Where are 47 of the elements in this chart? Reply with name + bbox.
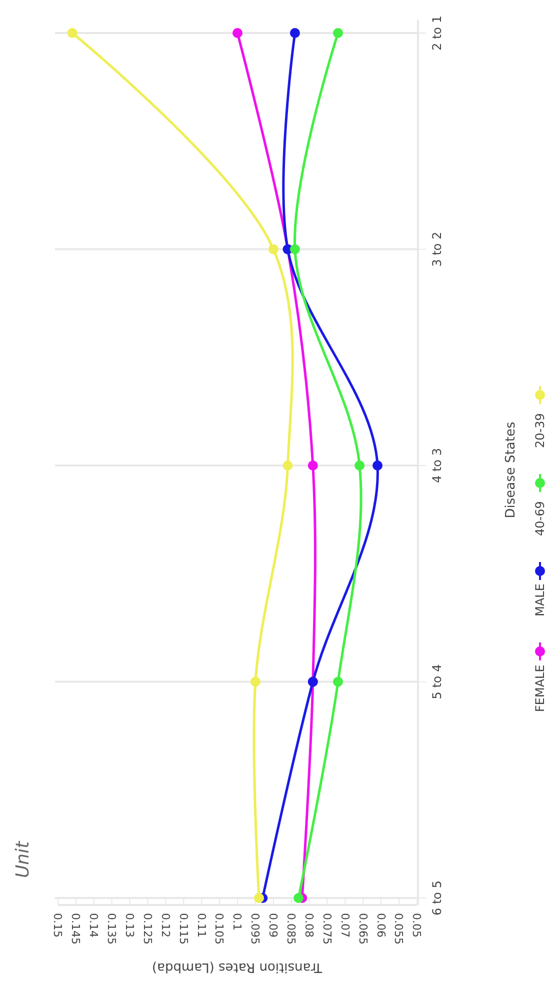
point — [308, 460, 318, 470]
x-tick-label: 0.07 — [338, 913, 352, 938]
x-tick-label: 0.125 — [140, 913, 154, 944]
x-tick-label: 0.145 — [69, 913, 82, 944]
x-tick-label: 0.075 — [320, 913, 334, 944]
x-tick-label: 0.085 — [284, 913, 298, 944]
y-tick-label: 5 to 4 — [430, 664, 444, 700]
legend-label: FEMALE — [533, 664, 548, 712]
point — [290, 28, 300, 38]
x-tick-label: 0.13 — [122, 913, 136, 938]
text: Unit — [12, 840, 34, 878]
x-tick-label: 0.11 — [194, 913, 208, 938]
x-tick-label: 0.15 — [51, 913, 64, 938]
point — [250, 676, 260, 687]
x-tick-label: 0.06 — [374, 913, 388, 938]
x-tick-label: 0.1 — [230, 913, 244, 930]
point — [372, 460, 383, 470]
y-tick-label: 4 to 3 — [430, 448, 444, 483]
y-tick-label: 6 to 5 — [430, 880, 444, 916]
point — [290, 244, 300, 254]
legend-label: 20-39 — [533, 413, 548, 448]
x-tick-label: 0.105 — [212, 913, 226, 944]
x-tick-label: 0.14 — [87, 913, 100, 938]
x-tick-label: 0.08 — [302, 913, 316, 938]
point — [232, 28, 242, 38]
x-tick-label: 0.115 — [176, 913, 190, 944]
point — [254, 893, 264, 903]
x-axis-title: Transition Rates (Lambda) — [152, 959, 324, 974]
point — [333, 676, 344, 687]
x-tick-label: 0.05 — [410, 913, 424, 938]
legend-label: MALE — [533, 584, 548, 616]
y-tick-label: 3 to 2 — [430, 232, 444, 267]
x-tick-label: 0.12 — [158, 913, 172, 938]
point — [67, 28, 78, 38]
legend-label: 40-69 — [533, 501, 548, 536]
point — [294, 893, 304, 903]
x-tick-label: 0.065 — [356, 913, 370, 944]
point — [333, 28, 344, 38]
y-tick-label: 2 to 1 — [430, 16, 444, 50]
point — [268, 244, 278, 254]
x-tick-label: 0.135 — [105, 913, 118, 944]
x-tick-label: 0.09 — [266, 913, 280, 938]
x-tick-label: 0.095 — [248, 913, 262, 944]
point — [282, 460, 293, 470]
legend-title: Disease States — [504, 422, 519, 518]
point — [354, 460, 365, 470]
x-tick-label: 0.055 — [392, 913, 406, 944]
